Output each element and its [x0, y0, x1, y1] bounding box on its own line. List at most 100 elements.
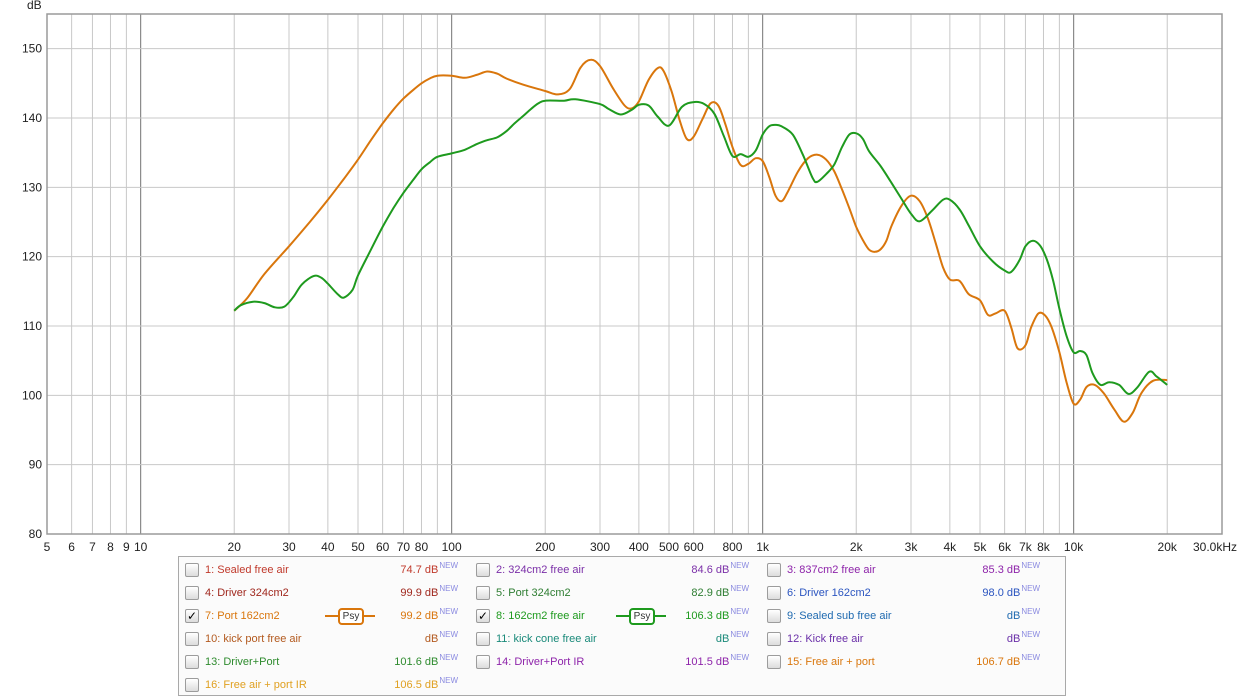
checkbox[interactable]	[476, 655, 490, 669]
x-tick-label: 7	[89, 540, 96, 554]
x-tick-label: 5	[44, 540, 51, 554]
checkbox[interactable]	[767, 609, 781, 623]
plot-frame	[46, 13, 1223, 535]
legend-label: 3: 837cm2 free air	[787, 564, 876, 576]
legend-item[interactable]: 16: Free air + port IR 106.5 dBNEW	[185, 675, 458, 695]
new-badge: NEW	[439, 630, 458, 639]
x-tick-label: 60	[376, 540, 390, 554]
x-tick-label: 2k	[850, 540, 864, 554]
legend-label: 7: Port 162cm2	[205, 610, 280, 622]
series-line	[233, 58, 1168, 423]
x-tick-label: 500	[659, 540, 679, 554]
checkbox[interactable]	[185, 678, 199, 692]
legend-value: 99.9 dBNEW	[400, 583, 458, 603]
legend-label: 12: Kick free air	[787, 633, 864, 645]
x-tick-label: 200	[535, 540, 555, 554]
plot-background	[47, 14, 1222, 534]
legend-label: 6: Driver 162cm2	[787, 587, 871, 599]
x-tick-label: 5k	[974, 540, 988, 554]
legend-label: 15: Free air + port	[787, 656, 875, 668]
legend-value-text: dB	[715, 633, 730, 645]
legend-item[interactable]: 4: Driver 324cm2 99.9 dBNEW	[185, 583, 458, 603]
legend-item[interactable]: 12: Kick free air dBNEW	[767, 629, 1040, 649]
legend-item[interactable]: 3: 837cm2 free air 85.3 dBNEW	[767, 560, 1040, 580]
legend-value-text: dB	[1006, 610, 1021, 622]
legend-value-text: dB	[1006, 633, 1021, 645]
checkbox[interactable]	[185, 586, 199, 600]
checkbox[interactable]	[476, 632, 490, 646]
legend-value: 106.7 dBNEW	[976, 652, 1040, 672]
checkbox[interactable]	[767, 632, 781, 646]
x-tick-label: 400	[629, 540, 649, 554]
x-tick-label: 1k	[756, 540, 770, 554]
legend-item[interactable]: 15: Free air + port 106.7 dBNEW	[767, 652, 1040, 672]
x-tick-label: 40	[321, 540, 335, 554]
legend-item[interactable]: 14: Driver+Port IR 101.5 dBNEW	[476, 652, 749, 672]
legend-value-text: 101.5 dB	[685, 656, 730, 668]
psy-label: Psy	[629, 608, 655, 625]
legend-item[interactable]: 2: 324cm2 free air 84.6 dBNEW	[476, 560, 749, 580]
new-badge: NEW	[439, 561, 458, 570]
checkbox[interactable]	[185, 632, 199, 646]
x-tick-label: 100	[442, 540, 462, 554]
x-tick-label: 300	[590, 540, 610, 554]
checkbox[interactable]	[476, 586, 490, 600]
checkbox[interactable]	[185, 563, 199, 577]
legend-item[interactable]: ✓ 7: Port 162cm2 Psy 99.2 dBNEW	[185, 606, 458, 626]
legend-item[interactable]: ✓ 8: 162cm2 free air Psy 106.3 dBNEW	[476, 606, 749, 626]
x-tick-label: 30	[282, 540, 296, 554]
legend-item[interactable]: 6: Driver 162cm2 98.0 dBNEW	[767, 583, 1040, 603]
legend-value: 98.0 dBNEW	[982, 583, 1040, 603]
y-tick-label: 140	[22, 111, 42, 125]
new-badge: NEW	[1021, 561, 1040, 570]
x-tick-label: 4k	[944, 540, 958, 554]
psy-smoothing-badge[interactable]: Psy	[616, 608, 666, 625]
checkbox[interactable]	[767, 563, 781, 577]
new-badge: NEW	[1021, 653, 1040, 662]
checkbox[interactable]	[476, 563, 490, 577]
legend-value: dBNEW	[1007, 629, 1040, 649]
legend-item[interactable]: 5: Port 324cm2 82.9 dBNEW	[476, 583, 749, 603]
legend-value-text: 84.6 dB	[691, 564, 730, 576]
legend-value: 101.6 dBNEW	[394, 652, 458, 672]
legend-value: 99.2 dBNEW	[400, 606, 458, 626]
legend-item[interactable]: 11: kick cone free air dBNEW	[476, 629, 749, 649]
legend-label: 4: Driver 324cm2	[205, 587, 289, 599]
new-badge: NEW	[439, 584, 458, 593]
legend-item[interactable]: 9: Sealed sub free air dBNEW	[767, 606, 1040, 626]
legend-value-text: 101.6 dB	[394, 656, 439, 668]
y-tick-label: 150	[22, 42, 42, 56]
y-axis-label: dB	[27, 0, 42, 12]
checkbox[interactable]	[185, 655, 199, 669]
x-tick-label: 10k	[1064, 540, 1084, 554]
checkbox[interactable]	[767, 586, 781, 600]
y-tick-label: 80	[29, 527, 43, 541]
series-line	[233, 98, 1168, 395]
legend-value-text: 99.2 dB	[400, 610, 439, 622]
legend-label: 16: Free air + port IR	[205, 679, 307, 691]
x-tick-label: 20	[228, 540, 242, 554]
new-badge: NEW	[730, 607, 749, 616]
checkbox-checked[interactable]: ✓	[185, 609, 199, 623]
x-tick-label: 80	[415, 540, 429, 554]
legend-item[interactable]: 13: Driver+Port 101.6 dBNEW	[185, 652, 458, 672]
x-tick-label: 6k	[998, 540, 1012, 554]
legend-value: dBNEW	[716, 629, 749, 649]
legend-value-text: 74.7 dB	[400, 564, 439, 576]
legend-label: 11: kick cone free air	[496, 633, 597, 645]
checkbox[interactable]	[767, 655, 781, 669]
checkbox-checked[interactable]: ✓	[476, 609, 490, 623]
legend-value-text: 106.5 dB	[394, 679, 439, 691]
psy-smoothing-badge[interactable]: Psy	[325, 608, 375, 625]
legend-value: 106.3 dBNEW	[685, 606, 749, 626]
legend-item[interactable]: 1: Sealed free air 74.7 dBNEW	[185, 560, 458, 580]
new-badge: NEW	[439, 676, 458, 685]
legend-value-text: 98.0 dB	[982, 587, 1021, 599]
legend-value: 74.7 dBNEW	[400, 560, 458, 580]
legend-value: 101.5 dBNEW	[685, 652, 749, 672]
psy-label: Psy	[338, 608, 364, 625]
legend-label: 14: Driver+Port IR	[496, 656, 585, 668]
new-badge: NEW	[730, 653, 749, 662]
x-tick-label: 6	[68, 540, 75, 554]
legend-item[interactable]: 10: kick port free air dBNEW	[185, 629, 458, 649]
